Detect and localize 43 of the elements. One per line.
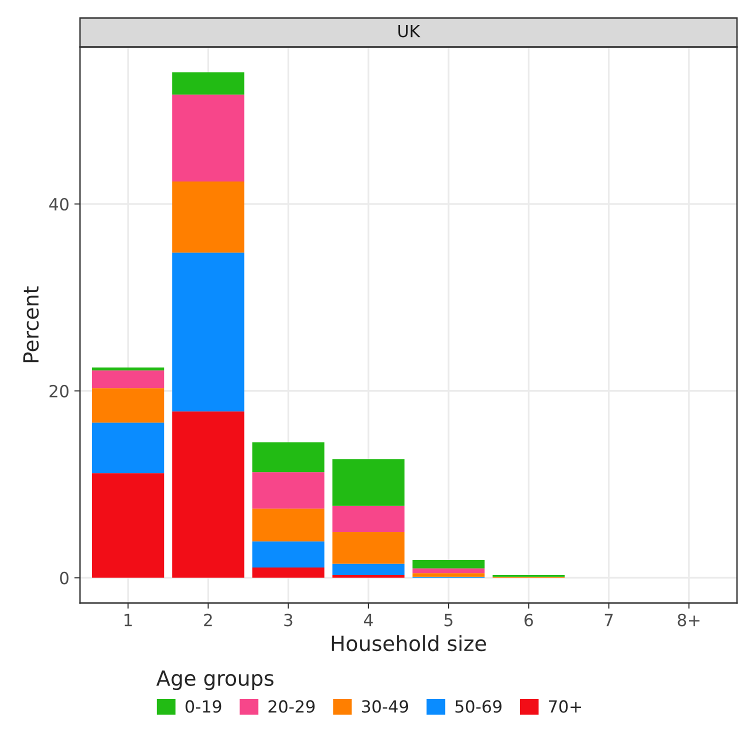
bar (412, 568, 485, 574)
bar (92, 422, 164, 474)
legend-label: 30-49 (362, 700, 408, 713)
bar (92, 370, 164, 388)
bar (92, 473, 164, 578)
bar (172, 72, 244, 95)
chart-title: UK (398, 24, 420, 38)
bar (92, 388, 164, 423)
y-tick-label: 20 (50, 384, 68, 398)
bar (412, 573, 485, 577)
bar (172, 182, 244, 253)
x-axis-title: Household size (332, 635, 486, 652)
y-axis-title: Percent (23, 286, 39, 362)
x-tick-label: 1 (124, 614, 132, 626)
x-tick-label: 3 (284, 614, 292, 626)
bar (332, 574, 404, 578)
bar (412, 560, 485, 568)
bar (92, 368, 164, 370)
x-tick-label: 2 (204, 614, 212, 626)
bar (332, 459, 404, 506)
legend-label: 0-19 (186, 700, 222, 713)
x-tick-label: 5 (444, 614, 452, 626)
bar (252, 508, 324, 542)
legend-label: 70+ (549, 700, 582, 713)
y-tick-label: 0 (60, 572, 68, 584)
bar (332, 506, 404, 532)
bar (332, 564, 404, 575)
bar (172, 411, 244, 578)
bar (252, 472, 324, 509)
bar (172, 252, 244, 412)
bar (332, 532, 404, 564)
bar (252, 442, 324, 472)
bar (252, 567, 324, 578)
x-tick-label: 8+ (678, 614, 700, 626)
legend-label: 50-69 (455, 700, 502, 713)
x-tick-label: 4 (364, 614, 373, 626)
y-tick-label: 40 (49, 198, 68, 211)
bar (252, 541, 324, 568)
x-tick-label: 6 (524, 614, 533, 626)
legend-label: 20-29 (268, 700, 315, 713)
x-tick-label: 7 (604, 614, 613, 626)
bar (172, 94, 244, 182)
legend-title: Age groups (156, 670, 274, 690)
